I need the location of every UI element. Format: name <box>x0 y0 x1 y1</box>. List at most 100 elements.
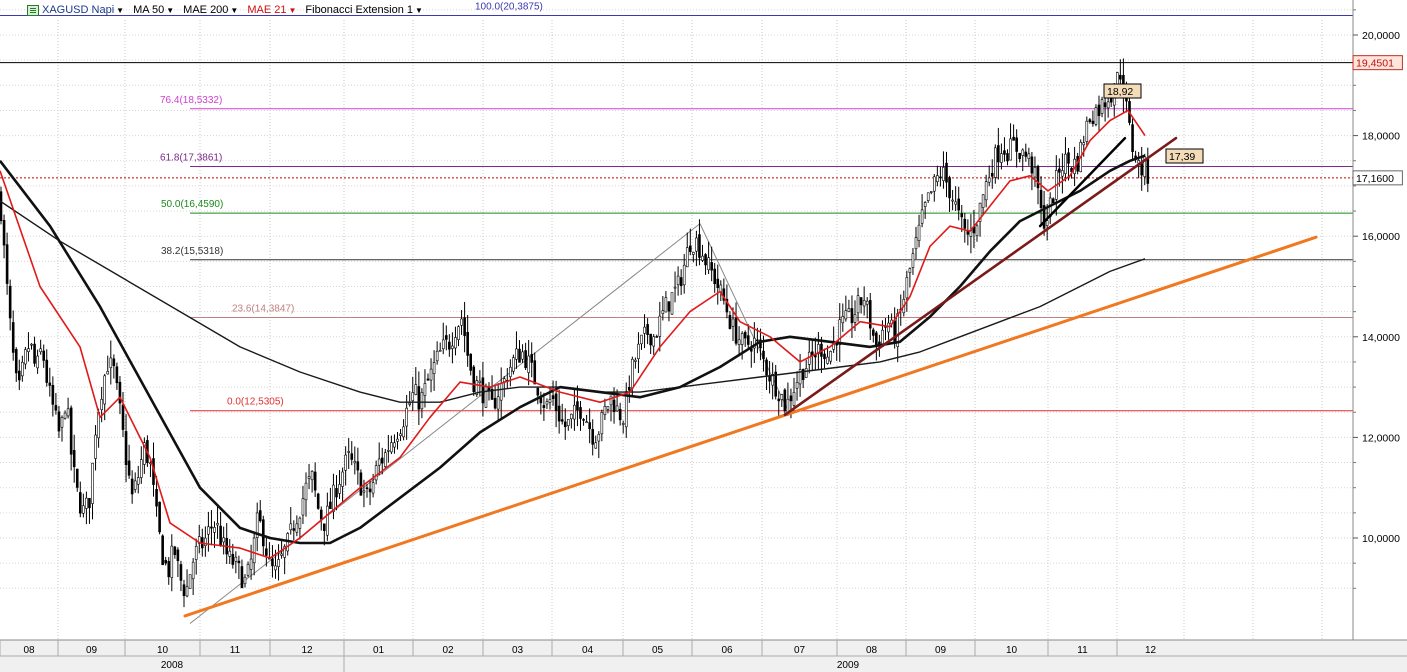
candlestick <box>646 318 649 345</box>
candle-body <box>539 397 543 404</box>
y-tick-label: 14,0000 <box>1362 332 1400 344</box>
candle-body <box>618 408 622 421</box>
candlestick <box>664 291 668 313</box>
candle-body <box>920 209 924 224</box>
candle-body <box>484 386 488 408</box>
candlestick <box>817 332 820 370</box>
candle-body <box>499 383 503 401</box>
candlestick <box>307 463 311 490</box>
candlestick <box>820 336 823 373</box>
candle-body <box>1097 104 1101 116</box>
candle-body <box>451 345 454 349</box>
candle-body <box>164 559 167 564</box>
candle-body <box>88 497 91 509</box>
candlestick <box>832 326 835 353</box>
candlestick <box>30 343 33 350</box>
candlestick <box>576 385 579 427</box>
candle-body <box>417 386 421 410</box>
candle-body <box>173 546 177 555</box>
candlestick <box>1042 190 1046 236</box>
fibonacci-indicator[interactable]: Fibonacci Extension 1 ▼ <box>305 4 423 16</box>
candlestick <box>451 332 454 364</box>
candle-body <box>390 442 393 453</box>
mae200-indicator[interactable]: MAE 200 ▼ <box>183 4 238 16</box>
candlestick <box>698 219 701 266</box>
mae21-indicator[interactable]: MAE 21 ▼ <box>247 4 296 16</box>
candle-body <box>188 574 192 589</box>
candle-body <box>246 564 250 576</box>
trendline-value-badge-text: 17,39 <box>1169 151 1195 163</box>
candlestick <box>1097 95 1101 133</box>
month-label: 08 <box>866 645 878 656</box>
candlestick <box>1024 143 1028 162</box>
candlestick <box>624 382 628 438</box>
candle-body <box>621 423 625 425</box>
last-price-badge: 17,1600 <box>1352 170 1403 186</box>
candle-body <box>560 419 564 422</box>
candle-body <box>347 451 351 453</box>
candlestick <box>91 462 94 520</box>
candle-body <box>670 292 674 315</box>
candlestick <box>560 403 564 425</box>
candle-body <box>432 362 436 374</box>
candle-body <box>39 348 42 353</box>
candle-body <box>170 545 174 578</box>
candlestick <box>42 344 46 368</box>
candle-body <box>493 398 497 409</box>
candlestick <box>240 559 244 589</box>
peak-label-badge: 18,92 <box>1103 83 1142 99</box>
candle-body <box>316 493 320 509</box>
candlestick <box>45 349 49 387</box>
candle-body <box>130 478 134 495</box>
candle-body <box>673 286 677 289</box>
candle-body <box>627 387 631 391</box>
candlestick <box>975 223 979 242</box>
candle-body <box>466 332 469 356</box>
candlestick <box>136 465 140 494</box>
candlestick <box>243 574 247 588</box>
candlestick <box>856 287 860 322</box>
candle-body <box>823 353 826 360</box>
candlestick <box>161 534 164 566</box>
candlestick <box>960 204 964 233</box>
candlestick <box>411 376 415 411</box>
candle-body <box>1051 198 1055 204</box>
ma50-indicator[interactable]: MA 50 ▼ <box>133 4 174 16</box>
candle-body <box>1058 168 1061 173</box>
candle-body <box>234 556 238 562</box>
candle-body <box>322 523 326 531</box>
month-label: 09 <box>86 645 98 656</box>
candle-body <box>387 450 390 452</box>
candle-body <box>853 314 857 323</box>
candlestick <box>60 415 64 442</box>
candle-body <box>926 192 930 201</box>
candle-body <box>393 442 396 448</box>
candle-body <box>66 408 70 417</box>
candlestick <box>24 346 27 370</box>
candlestick <box>673 271 677 303</box>
candlestick <box>429 358 433 393</box>
trendlines[interactable] <box>183 136 1318 618</box>
candle-body <box>917 224 921 241</box>
candlestick <box>225 522 228 564</box>
candlestick <box>1048 192 1052 225</box>
candlestick <box>948 175 951 212</box>
candle-body <box>850 308 854 324</box>
candle-body <box>475 380 479 395</box>
candle-body <box>942 167 945 182</box>
candle-body <box>582 419 585 421</box>
candle-body <box>332 484 335 512</box>
candle-body <box>45 359 49 383</box>
candle-body <box>21 362 24 377</box>
candle-body <box>655 336 659 338</box>
candlestick <box>722 278 726 305</box>
candle-body <box>731 318 735 327</box>
candle-body <box>362 490 366 493</box>
candle-body <box>1119 74 1122 80</box>
symbol-selector[interactable]: XAGUSD Napi ▼ <box>42 4 124 16</box>
candlestick-series <box>0 58 1150 608</box>
candle-body <box>1030 156 1034 174</box>
candle-body <box>1131 124 1134 152</box>
candlestick <box>701 244 704 263</box>
